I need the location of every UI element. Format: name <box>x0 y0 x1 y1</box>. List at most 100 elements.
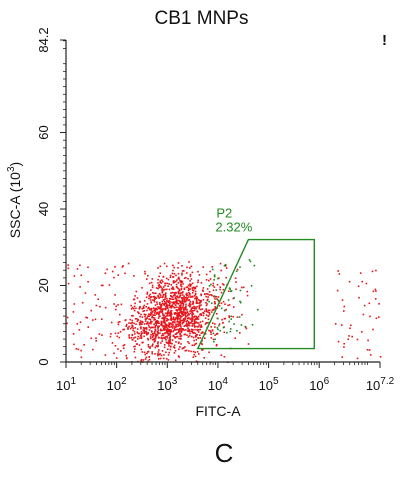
event-dot <box>200 313 202 315</box>
event-dot <box>117 321 120 324</box>
event-dot <box>194 306 197 309</box>
event-dot <box>183 298 185 300</box>
event-dot <box>169 312 172 314</box>
gated-event-dot <box>223 309 226 312</box>
panel-letter: C <box>214 438 234 468</box>
event-dot <box>168 288 171 291</box>
event-dot <box>159 285 162 287</box>
event-dot <box>223 318 226 320</box>
event-dot <box>371 270 374 273</box>
event-dot <box>142 332 144 334</box>
event-dot <box>191 319 193 322</box>
event-dot <box>202 287 205 289</box>
event-dot <box>178 318 181 320</box>
event-dot <box>140 327 142 330</box>
event-dot <box>141 307 143 310</box>
event-dot <box>163 320 165 322</box>
event-dot <box>154 326 156 329</box>
event-dot <box>179 309 181 312</box>
event-dot <box>152 296 154 298</box>
points-layer <box>66 259 382 364</box>
event-dot <box>164 288 166 291</box>
event-dot <box>188 303 191 306</box>
event-dot <box>210 311 213 313</box>
event-dot <box>151 278 154 280</box>
event-dot <box>212 282 215 285</box>
event-dot <box>170 317 173 319</box>
event-dot <box>175 324 177 327</box>
event-dot <box>214 323 216 325</box>
event-dot <box>178 313 180 316</box>
event-dot <box>147 315 149 317</box>
event-dot <box>186 292 188 295</box>
event-dot <box>173 266 175 269</box>
event-dot <box>149 347 151 349</box>
event-dot <box>115 305 117 308</box>
event-dot <box>375 269 377 272</box>
event-dot <box>171 339 174 341</box>
event-dot <box>152 299 154 301</box>
x-tick-label: 107.2 <box>366 376 395 393</box>
event-dot <box>191 312 194 314</box>
event-dot <box>118 321 121 323</box>
event-dot <box>179 317 182 319</box>
event-dot <box>236 268 239 271</box>
event-dot <box>172 323 174 326</box>
event-dot <box>143 313 146 316</box>
event-dot <box>189 310 191 312</box>
event-dot <box>122 344 125 347</box>
event-dot <box>188 302 191 305</box>
event-dot <box>166 305 169 308</box>
event-dot <box>369 354 372 356</box>
event-dot <box>152 343 154 345</box>
event-dot <box>234 277 237 279</box>
event-dot <box>110 333 112 335</box>
event-dot <box>175 295 178 298</box>
event-dot <box>200 332 203 334</box>
event-dot <box>209 278 212 280</box>
event-dot <box>188 350 190 352</box>
event-dot <box>372 328 374 331</box>
event-dot <box>192 303 194 305</box>
event-dot <box>154 318 157 321</box>
gated-event-dot <box>223 264 226 267</box>
event-dot <box>161 296 163 299</box>
event-dot <box>160 282 163 284</box>
event-dot <box>104 272 107 274</box>
event-dot <box>206 303 208 305</box>
event-dot <box>205 314 208 316</box>
event-dot <box>194 343 197 345</box>
event-dot <box>157 358 160 360</box>
event-dot <box>189 332 191 335</box>
event-dot <box>155 334 158 337</box>
event-dot <box>221 283 224 285</box>
event-dot <box>190 278 193 280</box>
event-dot <box>139 335 142 337</box>
event-dot <box>173 329 175 332</box>
event-dot <box>142 310 144 313</box>
event-dot <box>164 332 167 334</box>
event-dot <box>164 327 166 330</box>
event-dot <box>211 294 213 297</box>
event-dot <box>173 344 176 347</box>
event-dot <box>174 350 177 352</box>
event-dot <box>157 282 159 284</box>
event-dot <box>131 324 133 327</box>
event-dot <box>172 301 175 303</box>
event-dot <box>134 302 136 305</box>
event-dot <box>169 329 171 331</box>
event-dot <box>193 344 195 347</box>
event-dot <box>66 322 68 325</box>
event-dot <box>144 315 146 318</box>
event-dot <box>118 336 121 339</box>
event-dot <box>162 357 165 360</box>
event-dot <box>150 311 152 314</box>
event-dot <box>133 337 135 339</box>
event-dot <box>197 270 199 273</box>
event-dot <box>192 310 195 312</box>
event-dot <box>184 346 186 348</box>
event-dot <box>157 307 160 309</box>
event-dot <box>194 294 197 296</box>
event-dot <box>171 321 174 324</box>
event-dot <box>214 298 216 300</box>
